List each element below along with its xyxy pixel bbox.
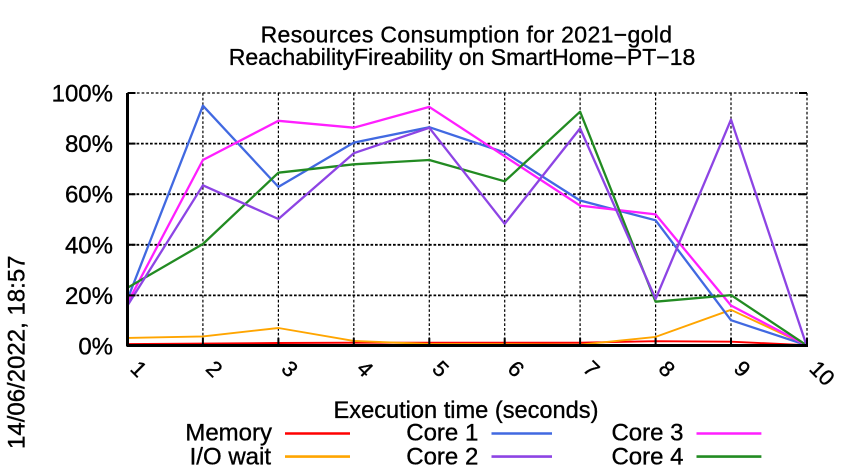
svg-text:60%: 60% xyxy=(65,182,113,209)
svg-text:Memory: Memory xyxy=(185,419,272,446)
svg-text:14/06/2022, 18:57: 14/06/2022, 18:57 xyxy=(4,255,31,449)
svg-text:ReachabilityFireability on Sma: ReachabilityFireability on SmartHome−PT−… xyxy=(229,44,696,70)
svg-text:I/O wait: I/O wait xyxy=(190,444,272,471)
svg-text:Core 3: Core 3 xyxy=(611,419,683,446)
svg-text:Core 2: Core 2 xyxy=(406,444,478,471)
svg-text:Execution time (seconds): Execution time (seconds) xyxy=(334,398,599,424)
svg-text:100%: 100% xyxy=(52,81,113,108)
svg-text:Core 1: Core 1 xyxy=(406,419,478,446)
svg-text:40%: 40% xyxy=(65,232,113,259)
svg-text:0%: 0% xyxy=(78,334,113,361)
svg-text:20%: 20% xyxy=(65,283,113,310)
svg-text:Core 4: Core 4 xyxy=(611,444,683,471)
svg-text:Resources Consumption for 2021: Resources Consumption for 2021−gold xyxy=(261,21,673,47)
svg-text:80%: 80% xyxy=(65,131,113,158)
